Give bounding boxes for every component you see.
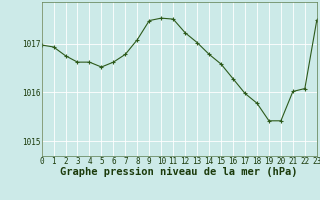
X-axis label: Graphe pression niveau de la mer (hPa): Graphe pression niveau de la mer (hPa)	[60, 167, 298, 177]
